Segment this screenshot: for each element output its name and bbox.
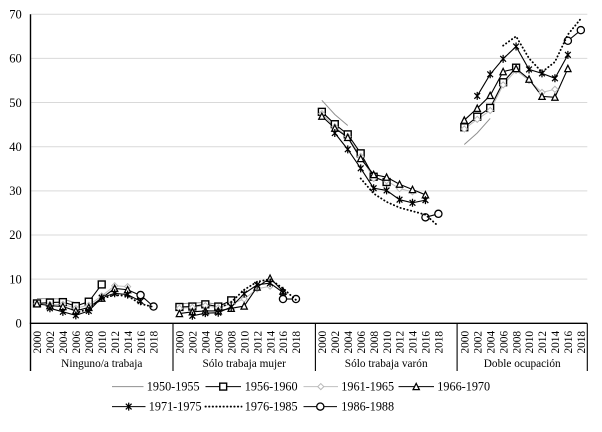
svg-text:2008: 2008 — [369, 331, 381, 354]
svg-text:2004: 2004 — [58, 331, 70, 354]
svg-text:2008: 2008 — [511, 331, 523, 354]
svg-text:1986-1988: 1986-1988 — [341, 400, 394, 414]
svg-text:Sólo trabaja varón: Sólo trabaja varón — [345, 358, 428, 370]
svg-text:2012: 2012 — [395, 331, 407, 354]
svg-text:2016: 2016 — [278, 331, 290, 354]
svg-text:2014: 2014 — [550, 331, 562, 354]
svg-text:70: 70 — [9, 7, 22, 21]
svg-text:1950-1955: 1950-1955 — [147, 380, 200, 394]
svg-text:2004: 2004 — [485, 331, 497, 354]
svg-text:2014: 2014 — [265, 331, 277, 354]
svg-text:2010: 2010 — [97, 331, 109, 354]
svg-text:2006: 2006 — [213, 331, 225, 354]
svg-text:2010: 2010 — [239, 331, 251, 354]
svg-text:Doble ocupación: Doble ocupación — [484, 358, 561, 370]
svg-text:2006: 2006 — [498, 331, 510, 354]
svg-text:30: 30 — [9, 184, 22, 198]
svg-text:2002: 2002 — [330, 331, 342, 354]
svg-text:2000: 2000 — [175, 331, 187, 354]
svg-text:2000: 2000 — [317, 331, 329, 354]
svg-text:2012: 2012 — [537, 331, 549, 354]
svg-text:2014: 2014 — [123, 331, 135, 354]
svg-text:1956-1960: 1956-1960 — [245, 380, 298, 394]
svg-text:2002: 2002 — [45, 331, 57, 354]
svg-text:1966-1970: 1966-1970 — [437, 380, 490, 394]
svg-text:2004: 2004 — [201, 331, 213, 354]
svg-text:60: 60 — [9, 52, 22, 66]
svg-text:Sólo trabaja mujer: Sólo trabaja mujer — [202, 358, 286, 370]
svg-text:2002: 2002 — [472, 331, 484, 354]
svg-text:Ninguno/a trabaja: Ninguno/a trabaja — [61, 358, 142, 370]
svg-text:20: 20 — [9, 228, 22, 242]
svg-text:1971-1975: 1971-1975 — [149, 400, 202, 414]
svg-text:0: 0 — [16, 317, 22, 331]
svg-text:2014: 2014 — [408, 331, 420, 354]
svg-text:2008: 2008 — [226, 331, 238, 354]
svg-text:2018: 2018 — [576, 331, 588, 354]
svg-text:2008: 2008 — [84, 331, 96, 354]
svg-text:2010: 2010 — [524, 331, 536, 354]
svg-text:2016: 2016 — [563, 331, 575, 354]
svg-text:2002: 2002 — [188, 331, 200, 354]
svg-text:2006: 2006 — [71, 331, 83, 354]
svg-text:2018: 2018 — [149, 331, 161, 354]
svg-text:40: 40 — [9, 140, 22, 154]
svg-text:2016: 2016 — [136, 331, 148, 354]
svg-text:50: 50 — [9, 96, 22, 110]
svg-text:2004: 2004 — [343, 331, 355, 354]
svg-text:2018: 2018 — [434, 331, 446, 354]
svg-text:2012: 2012 — [110, 331, 122, 354]
svg-text:2016: 2016 — [421, 331, 433, 354]
svg-text:10: 10 — [9, 272, 22, 286]
svg-text:1961-1965: 1961-1965 — [341, 380, 394, 394]
svg-text:2018: 2018 — [291, 331, 303, 354]
svg-text:2010: 2010 — [382, 331, 394, 354]
svg-text:2000: 2000 — [459, 331, 471, 354]
svg-text:2012: 2012 — [252, 331, 264, 354]
svg-text:1976-1985: 1976-1985 — [245, 400, 298, 414]
svg-text:2000: 2000 — [32, 331, 44, 354]
svg-text:2006: 2006 — [356, 331, 368, 354]
